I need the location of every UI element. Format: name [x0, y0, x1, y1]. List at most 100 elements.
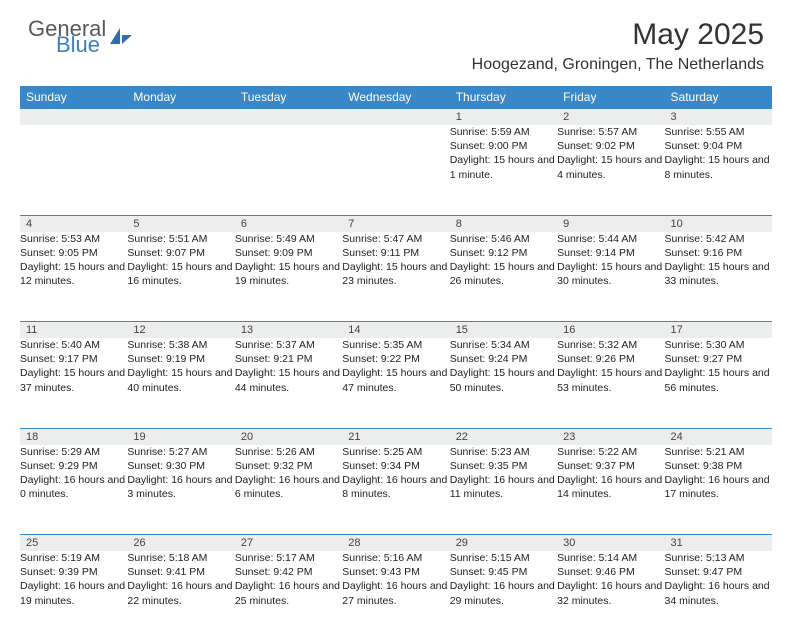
day-detail-cell: Sunrise: 5:35 AMSunset: 9:22 PMDaylight:…: [342, 338, 449, 428]
daylight-text: Daylight: 15 hours and 4 minutes.: [557, 153, 664, 181]
sunset-text: Sunset: 9:04 PM: [665, 139, 772, 153]
day-detail-cell: [235, 125, 342, 215]
weekday-header: Monday: [127, 86, 234, 109]
day-number-cell: 22: [450, 428, 557, 445]
sunset-text: Sunset: 9:32 PM: [235, 459, 342, 473]
sunrise-text: Sunrise: 5:42 AM: [665, 232, 772, 246]
day-detail-row: Sunrise: 5:29 AMSunset: 9:29 PM Daylight:…: [20, 445, 772, 535]
day-number-cell: 5: [127, 215, 234, 232]
daylight-text: Daylight: 15 hours and 30 minutes.: [557, 260, 664, 288]
day-number-row: 123: [20, 109, 772, 126]
sunset-text: Sunset: 9:09 PM: [235, 246, 342, 260]
day-detail-cell: Sunrise: 5:15 AMSunset: 9:45 PMDaylight:…: [450, 551, 557, 641]
day-number-cell: [127, 109, 234, 126]
day-detail-cell: Sunrise: 5:51 AMSunset: 9:07 PMDaylight:…: [127, 232, 234, 322]
day-detail-cell: Sunrise: 5:46 AMSunset: 9:12 PMDaylight:…: [450, 232, 557, 322]
daylight-text: Daylight: 15 hours and 44 minutes.: [235, 366, 342, 394]
sunrise-text: Sunrise: 5:29 AM: [20, 445, 127, 459]
sunrise-text: Sunrise: 5:35 AM: [342, 338, 449, 352]
weekday-header: Saturday: [665, 86, 772, 109]
day-detail-row: Sunrise: 5:19 AMSunset: 9:39 PMDaylight:…: [20, 551, 772, 641]
sunrise-text: Sunrise: 5:32 AM: [557, 338, 664, 352]
day-detail-cell: [127, 125, 234, 215]
sunrise-text: Sunrise: 5:13 AM: [665, 551, 772, 565]
day-detail-cell: Sunrise: 5:16 AMSunset: 9:43 PMDaylight:…: [342, 551, 449, 641]
day-detail-cell: Sunrise: 5:42 AMSunset: 9:16 PMDaylight:…: [665, 232, 772, 322]
sunset-text: Sunset: 9:00 PM: [450, 139, 557, 153]
day-number-cell: 21: [342, 428, 449, 445]
day-detail-cell: Sunrise: 5:40 AMSunset: 9:17 PMDaylight:…: [20, 338, 127, 428]
day-number-cell: 30: [557, 535, 664, 552]
month-title: May 2025: [472, 18, 764, 52]
day-number-cell: [20, 109, 127, 126]
sunset-text: Sunset: 9:29 PM: [20, 459, 127, 473]
day-number-cell: 20: [235, 428, 342, 445]
sunrise-text: Sunrise: 5:40 AM: [20, 338, 127, 352]
sunrise-text: Sunrise: 5:25 AM: [342, 445, 449, 459]
daylight-text: Daylight: 15 hours and 16 minutes.: [127, 260, 234, 288]
sunset-text: Sunset: 9:45 PM: [450, 565, 557, 579]
day-number-cell: 1: [450, 109, 557, 126]
sunrise-text: Sunrise: 5:18 AM: [127, 551, 234, 565]
sunset-text: Sunset: 9:46 PM: [557, 565, 664, 579]
day-detail-cell: Sunrise: 5:30 AMSunset: 9:27 PMDaylight:…: [665, 338, 772, 428]
daylight-text: Daylight: 15 hours and 12 minutes.: [20, 260, 127, 288]
sunset-text: Sunset: 9:27 PM: [665, 352, 772, 366]
day-number-cell: 3: [665, 109, 772, 126]
sunset-text: Sunset: 9:35 PM: [450, 459, 557, 473]
sunset-text: Sunset: 9:38 PM: [665, 459, 772, 473]
day-detail-cell: Sunrise: 5:38 AMSunset: 9:19 PMDaylight:…: [127, 338, 234, 428]
day-detail-row: Sunrise: 5:53 AMSunset: 9:05 PMDaylight:…: [20, 232, 772, 322]
day-detail-cell: Sunrise: 5:25 AMSunset: 9:34 PMDaylight:…: [342, 445, 449, 535]
sunrise-text: Sunrise: 5:46 AM: [450, 232, 557, 246]
daylight-text: Daylight: 16 hours and 29 minutes.: [450, 579, 557, 607]
day-number-cell: 4: [20, 215, 127, 232]
daylight-text: Daylight: 16 hours and 14 minutes.: [557, 473, 664, 501]
sunrise-text: Sunrise: 5:19 AM: [20, 551, 127, 565]
day-detail-cell: Sunrise: 5:23 AMSunset: 9:35 PMDaylight:…: [450, 445, 557, 535]
sunrise-text: Sunrise: 5:23 AM: [450, 445, 557, 459]
brand-logo: General Blue: [28, 18, 134, 56]
day-detail-cell: Sunrise: 5:55 AMSunset: 9:04 PMDaylight:…: [665, 125, 772, 215]
day-number-cell: 24: [665, 428, 772, 445]
sunrise-text: Sunrise: 5:38 AM: [127, 338, 234, 352]
sunset-text: Sunset: 9:07 PM: [127, 246, 234, 260]
day-number-cell: 17: [665, 322, 772, 339]
day-number-cell: 7: [342, 215, 449, 232]
day-number-cell: 16: [557, 322, 664, 339]
daylight-text: Daylight: 15 hours and 19 minutes.: [235, 260, 342, 288]
day-detail-cell: Sunrise: 5:29 AMSunset: 9:29 PMDaylight:…: [20, 445, 127, 535]
calendar-table: Sunday Monday Tuesday Wednesday Thursday…: [20, 86, 772, 641]
sunset-text: Sunset: 9:34 PM: [342, 459, 449, 473]
sunrise-text: Sunrise: 5:17 AM: [235, 551, 342, 565]
sunrise-text: Sunrise: 5:22 AM: [557, 445, 664, 459]
daylight-text: Daylight: 16 hours and 8 minutes.: [342, 473, 449, 501]
day-number-row: 45678910: [20, 215, 772, 232]
sunset-text: Sunset: 9:24 PM: [450, 352, 557, 366]
title-block: May 2025 Hoogezand, Groningen, The Nethe…: [472, 18, 764, 74]
day-number-cell: 25: [20, 535, 127, 552]
day-number-row: 18192021222324: [20, 428, 772, 445]
day-number-cell: [235, 109, 342, 126]
daylight-text: Daylight: 16 hours and 19 minutes.: [20, 579, 127, 607]
day-detail-cell: Sunrise: 5:19 AMSunset: 9:39 PMDaylight:…: [20, 551, 127, 641]
day-number-cell: 29: [450, 535, 557, 552]
sunset-text: Sunset: 9:43 PM: [342, 565, 449, 579]
daylight-text: Daylight: 16 hours and 22 minutes.: [127, 579, 234, 607]
sunset-text: Sunset: 9:05 PM: [20, 246, 127, 260]
daylight-text: Daylight: 16 hours and 27 minutes.: [342, 579, 449, 607]
daylight-text: Daylight: 15 hours and 47 minutes.: [342, 366, 449, 394]
day-number-cell: 15: [450, 322, 557, 339]
sunrise-text: Sunrise: 5:15 AM: [450, 551, 557, 565]
day-number-cell: 27: [235, 535, 342, 552]
sunset-text: Sunset: 9:14 PM: [557, 246, 664, 260]
day-number-cell: 23: [557, 428, 664, 445]
sunrise-text: Sunrise: 5:27 AM: [127, 445, 234, 459]
sunset-text: Sunset: 9:21 PM: [235, 352, 342, 366]
day-detail-cell: Sunrise: 5:44 AMSunset: 9:14 PMDaylight:…: [557, 232, 664, 322]
day-detail-cell: Sunrise: 5:21 AMSunset: 9:38 PMDaylight:…: [665, 445, 772, 535]
daylight-text: Daylight: 15 hours and 53 minutes.: [557, 366, 664, 394]
sunset-text: Sunset: 9:11 PM: [342, 246, 449, 260]
day-number-cell: 13: [235, 322, 342, 339]
daylight-text: Daylight: 15 hours and 23 minutes.: [342, 260, 449, 288]
